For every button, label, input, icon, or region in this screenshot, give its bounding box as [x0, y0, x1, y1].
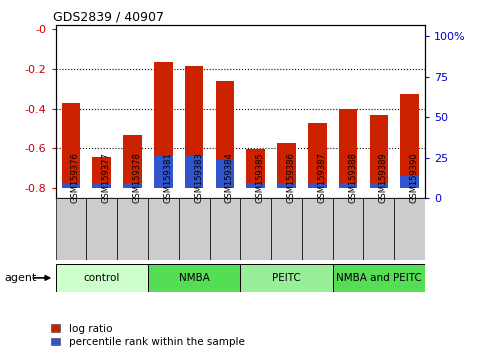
Bar: [56, 264, 148, 292]
Bar: [369, 183, 388, 188]
Text: GSM159386: GSM159386: [286, 152, 296, 203]
Bar: [123, 136, 142, 188]
Bar: [62, 183, 80, 188]
Bar: [369, 115, 388, 188]
Bar: [148, 198, 179, 260]
Bar: [240, 198, 271, 260]
Bar: [154, 156, 172, 188]
Legend: log ratio, percentile rank within the sample: log ratio, percentile rank within the sa…: [51, 324, 245, 347]
Bar: [154, 62, 172, 188]
Bar: [185, 156, 203, 188]
Bar: [86, 198, 117, 260]
Text: GSM159384: GSM159384: [225, 153, 234, 203]
Bar: [92, 158, 111, 188]
Bar: [246, 149, 265, 188]
Text: GSM159390: GSM159390: [410, 153, 419, 203]
Text: GSM159381: GSM159381: [163, 153, 172, 203]
Bar: [56, 198, 86, 260]
Bar: [364, 198, 394, 260]
Text: GSM159376: GSM159376: [71, 152, 80, 203]
Text: control: control: [84, 273, 120, 283]
Bar: [123, 183, 142, 188]
Text: PEITC: PEITC: [272, 273, 301, 283]
Text: GSM159378: GSM159378: [132, 152, 142, 203]
Bar: [302, 198, 333, 260]
Text: GSM159383: GSM159383: [194, 152, 203, 203]
Bar: [210, 198, 240, 260]
Bar: [400, 176, 419, 188]
Text: NMBA: NMBA: [179, 273, 210, 283]
Bar: [240, 264, 333, 292]
Bar: [277, 143, 296, 188]
Bar: [339, 109, 357, 188]
Bar: [308, 124, 327, 188]
Text: GSM159377: GSM159377: [102, 152, 111, 203]
Bar: [400, 93, 419, 188]
Bar: [62, 103, 80, 188]
Bar: [333, 264, 425, 292]
Bar: [117, 198, 148, 260]
Bar: [277, 183, 296, 188]
Text: GDS2839 / 40907: GDS2839 / 40907: [53, 11, 164, 24]
Bar: [333, 198, 364, 260]
Text: GSM159388: GSM159388: [348, 152, 357, 203]
Text: GSM159387: GSM159387: [317, 152, 327, 203]
Bar: [92, 183, 111, 188]
Bar: [394, 198, 425, 260]
Bar: [179, 198, 210, 260]
Bar: [215, 160, 234, 188]
Text: GSM159389: GSM159389: [379, 153, 388, 203]
Bar: [308, 183, 327, 188]
Text: GSM159385: GSM159385: [256, 153, 265, 203]
Bar: [339, 183, 357, 188]
Text: NMBA and PEITC: NMBA and PEITC: [336, 273, 422, 283]
Bar: [185, 65, 203, 188]
Bar: [246, 183, 265, 188]
Text: agent: agent: [5, 273, 37, 283]
Bar: [215, 81, 234, 188]
Bar: [148, 264, 241, 292]
Bar: [271, 198, 302, 260]
